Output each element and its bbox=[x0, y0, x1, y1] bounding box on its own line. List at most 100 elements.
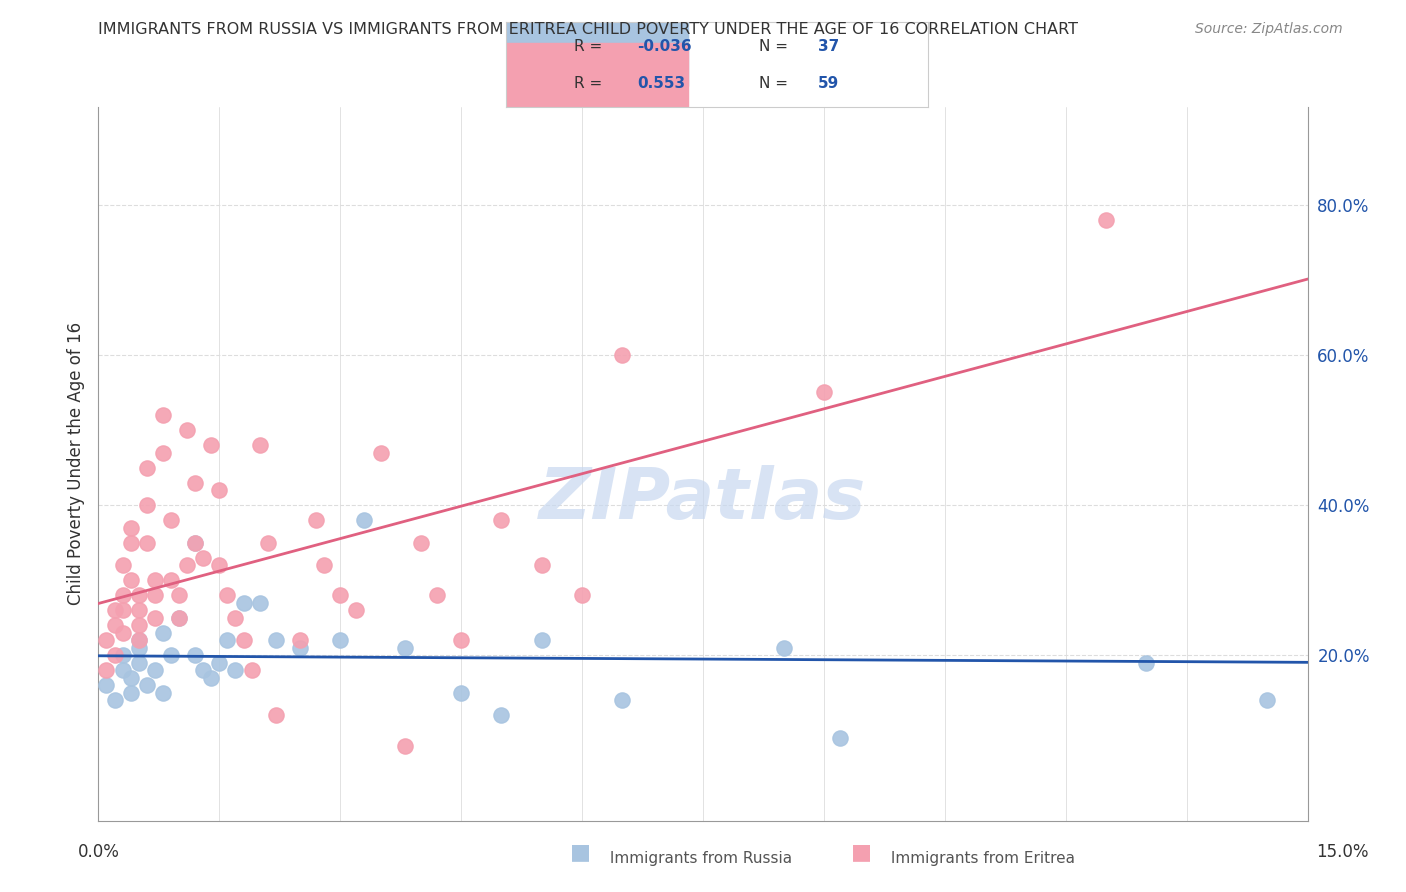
Point bbox=[135, 678, 157, 692]
Text: ■: ■ bbox=[851, 842, 872, 862]
Text: R =: R = bbox=[574, 76, 607, 91]
FancyBboxPatch shape bbox=[392, 44, 688, 124]
Point bbox=[111, 625, 134, 640]
Point bbox=[249, 438, 271, 452]
Point bbox=[160, 648, 183, 663]
Point bbox=[103, 603, 125, 617]
Point bbox=[176, 423, 198, 437]
Point bbox=[200, 671, 222, 685]
Point bbox=[208, 656, 231, 670]
Point bbox=[152, 408, 174, 422]
Point bbox=[160, 574, 183, 588]
Point bbox=[120, 574, 142, 588]
Point bbox=[370, 445, 392, 459]
Point bbox=[353, 513, 375, 527]
Point bbox=[128, 618, 150, 632]
Point bbox=[160, 513, 183, 527]
Text: 0.553: 0.553 bbox=[637, 76, 685, 91]
Point bbox=[288, 633, 311, 648]
Point bbox=[120, 671, 142, 685]
Point bbox=[314, 558, 336, 573]
Text: 37: 37 bbox=[818, 38, 839, 54]
Point bbox=[772, 640, 794, 655]
Point bbox=[103, 648, 125, 663]
Text: Immigrants from Eritrea: Immigrants from Eritrea bbox=[886, 851, 1074, 865]
Point bbox=[288, 640, 311, 655]
Text: Immigrants from Russia: Immigrants from Russia bbox=[605, 851, 792, 865]
Point bbox=[264, 708, 287, 723]
Text: ZIPatlas: ZIPatlas bbox=[540, 465, 866, 534]
Point bbox=[232, 596, 254, 610]
Point bbox=[530, 633, 553, 648]
Point bbox=[152, 625, 174, 640]
Point bbox=[96, 633, 118, 648]
Point bbox=[184, 648, 207, 663]
Point bbox=[217, 588, 239, 602]
Point bbox=[208, 483, 231, 497]
Point bbox=[571, 588, 593, 602]
Point bbox=[120, 535, 142, 549]
Text: ■: ■ bbox=[569, 842, 591, 862]
Text: N =: N = bbox=[759, 76, 793, 91]
Text: R =: R = bbox=[574, 38, 607, 54]
Point bbox=[813, 385, 835, 400]
Point bbox=[143, 574, 166, 588]
Point bbox=[167, 588, 190, 602]
Point bbox=[491, 513, 513, 527]
Point bbox=[329, 588, 352, 602]
Point bbox=[111, 664, 134, 678]
Point bbox=[96, 678, 118, 692]
Point bbox=[450, 633, 472, 648]
Point bbox=[96, 664, 118, 678]
Point bbox=[167, 611, 190, 625]
Point bbox=[1095, 212, 1118, 227]
Point bbox=[224, 611, 246, 625]
Point bbox=[612, 693, 634, 707]
Point bbox=[111, 603, 134, 617]
Point bbox=[409, 535, 432, 549]
Point bbox=[256, 535, 278, 549]
Point bbox=[1256, 693, 1278, 707]
Point bbox=[193, 550, 215, 565]
Text: Source: ZipAtlas.com: Source: ZipAtlas.com bbox=[1195, 22, 1343, 37]
Point bbox=[135, 498, 157, 512]
Point bbox=[128, 603, 150, 617]
Text: 15.0%: 15.0% bbox=[1316, 843, 1369, 861]
Point bbox=[491, 708, 513, 723]
Point bbox=[143, 588, 166, 602]
Point bbox=[249, 596, 271, 610]
Text: N =: N = bbox=[759, 38, 793, 54]
Point bbox=[184, 475, 207, 490]
FancyBboxPatch shape bbox=[392, 5, 688, 86]
Point bbox=[224, 664, 246, 678]
Point bbox=[135, 535, 157, 549]
Point bbox=[217, 633, 239, 648]
Point bbox=[530, 558, 553, 573]
Point bbox=[193, 664, 215, 678]
Text: 59: 59 bbox=[818, 76, 839, 91]
Point bbox=[128, 633, 150, 648]
Point bbox=[394, 640, 416, 655]
Point bbox=[128, 640, 150, 655]
Point bbox=[264, 633, 287, 648]
Point bbox=[128, 588, 150, 602]
Point bbox=[208, 558, 231, 573]
Point bbox=[111, 648, 134, 663]
Point bbox=[240, 664, 263, 678]
Point bbox=[232, 633, 254, 648]
Point bbox=[176, 558, 198, 573]
Point bbox=[167, 611, 190, 625]
Point bbox=[828, 731, 851, 745]
Point bbox=[111, 558, 134, 573]
Point bbox=[143, 611, 166, 625]
Text: 0.0%: 0.0% bbox=[77, 843, 120, 861]
Point bbox=[1135, 656, 1157, 670]
Y-axis label: Child Poverty Under the Age of 16: Child Poverty Under the Age of 16 bbox=[66, 322, 84, 606]
Point bbox=[143, 664, 166, 678]
Point bbox=[128, 656, 150, 670]
Point bbox=[612, 348, 634, 362]
Point bbox=[135, 460, 157, 475]
Point bbox=[128, 633, 150, 648]
Point bbox=[305, 513, 328, 527]
Point bbox=[120, 686, 142, 700]
